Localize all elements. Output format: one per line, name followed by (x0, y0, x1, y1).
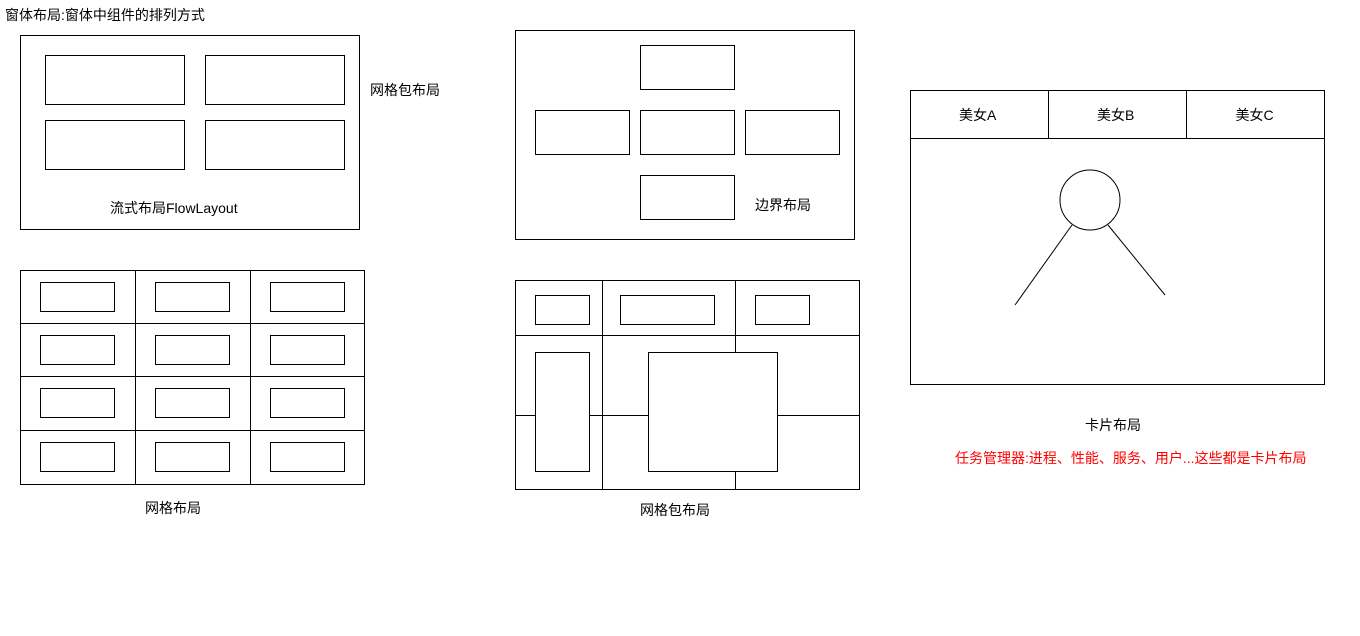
border-layout-item-4 (640, 175, 735, 220)
grid-layout-cell-box-0 (40, 282, 115, 312)
border-layout-item-0 (640, 45, 735, 90)
border-layout-item-1 (535, 110, 630, 155)
grid-layout-cell-box-11 (270, 442, 345, 472)
border-layout-item-2 (640, 110, 735, 155)
gridbag-cell-box-3 (535, 352, 590, 472)
card-layout-tab-div-0 (1048, 90, 1049, 138)
grid-layout-cell-box-2 (270, 282, 345, 312)
flow-layout-item-0 (45, 55, 185, 105)
flow-layout-item-2 (45, 120, 185, 170)
gridbag-cell-box-4 (648, 352, 778, 472)
card-layout-tab-2[interactable]: 美女C (1236, 105, 1274, 125)
gridbag-cell-box-2 (755, 295, 810, 325)
border-layout-item-3 (745, 110, 840, 155)
flow-layout-item-3 (205, 120, 345, 170)
grid-layout-label: 网格布局 (145, 498, 201, 518)
grid-layout-hline-2 (20, 430, 365, 431)
grid-layout-hline-0 (20, 323, 365, 324)
flow-layout-label: 流式布局FlowLayout (110, 198, 238, 218)
grid-layout-vline-1 (250, 270, 251, 485)
card-layout-tab-1[interactable]: 美女B (1097, 105, 1134, 125)
card-layout-container (910, 90, 1325, 385)
card-layout-tab-0[interactable]: 美女A (959, 105, 996, 125)
grid-layout-cell-box-10 (155, 442, 230, 472)
card-layout-note: 任务管理器:进程、性能、服务、用户...这些都是卡片布局 (955, 448, 1307, 468)
grid-layout-hline-1 (20, 376, 365, 377)
gridbag-hline-0 (515, 335, 860, 336)
grid-layout-cell-box-9 (40, 442, 115, 472)
grid-layout-cell-box-5 (270, 335, 345, 365)
card-layout-tab-div-1 (1186, 90, 1187, 138)
card-layout-tab-sep (910, 138, 1325, 139)
flow-layout-item-1 (205, 55, 345, 105)
grid-layout-cell-box-3 (40, 335, 115, 365)
flow-layout-side-label: 网格包布局 (370, 80, 440, 100)
grid-layout-cell-box-1 (155, 282, 230, 312)
gridbag-cell-box-1 (620, 295, 715, 325)
grid-layout-cell-box-6 (40, 388, 115, 418)
grid-layout-cell-box-7 (155, 388, 230, 418)
gridbag-vline-0 (602, 280, 603, 490)
grid-layout-cell-box-8 (270, 388, 345, 418)
card-layout-label: 卡片布局 (1085, 415, 1141, 435)
gridbag-cell-box-0 (535, 295, 590, 325)
page-title: 窗体布局:窗体中组件的排列方式 (5, 5, 205, 25)
gridbag-layout-label: 网格包布局 (640, 500, 710, 520)
grid-layout-cell-box-4 (155, 335, 230, 365)
border-layout-label: 边界布局 (755, 195, 811, 215)
grid-layout-vline-0 (135, 270, 136, 485)
